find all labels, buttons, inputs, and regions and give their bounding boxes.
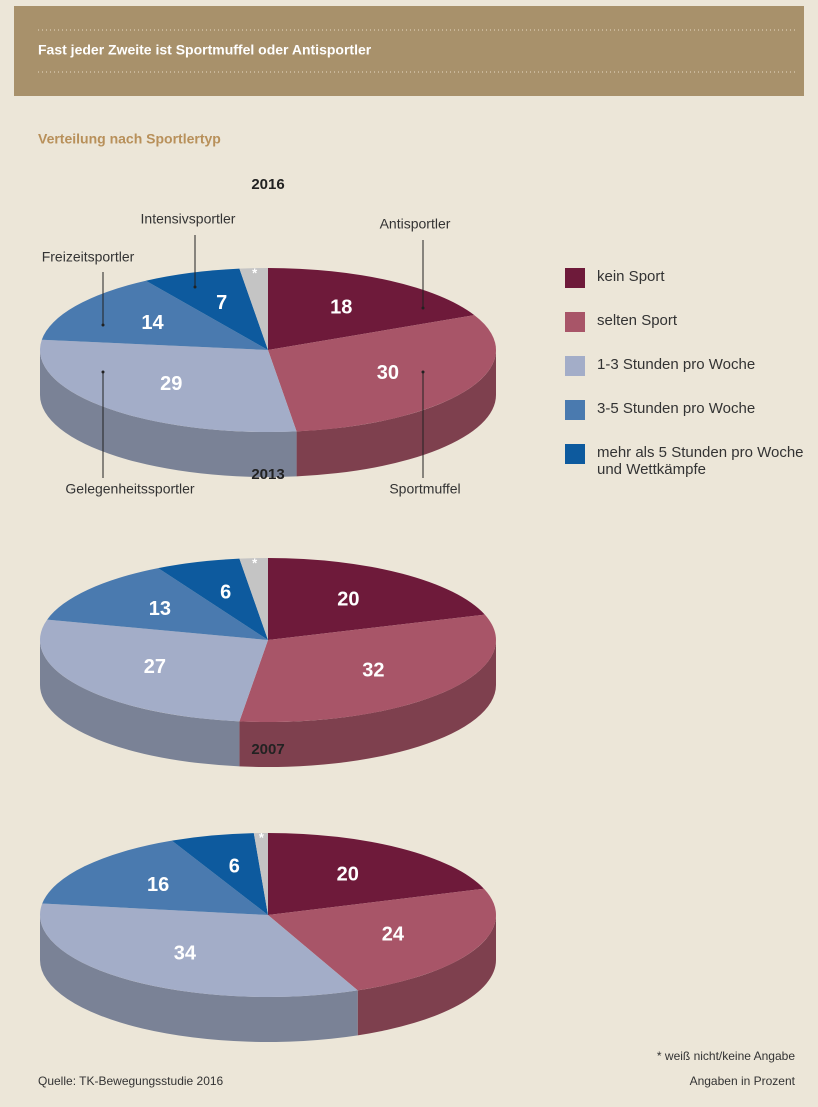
leader-dot [101, 370, 105, 374]
pie-slice [253, 833, 268, 915]
pie-side [40, 350, 297, 477]
value-label: * [252, 555, 258, 570]
value-label: 30 [377, 362, 399, 384]
pie-slice [39, 339, 297, 432]
pie-side [239, 640, 497, 767]
pie-slice [268, 268, 475, 350]
pie-title: 2007 [251, 741, 284, 758]
source: Quelle: TK-Bewegungsstudie 2016 [38, 1074, 224, 1088]
pie-slice [239, 614, 497, 722]
pie-slice [268, 833, 484, 915]
header-band [14, 6, 804, 96]
leader-dot [193, 285, 197, 289]
pie-slice [40, 903, 358, 997]
value-label: 20 [337, 588, 359, 610]
pie-title: 2016 [251, 176, 284, 193]
value-label: 13 [149, 598, 171, 620]
legend-item: mehr als 5 Stunden pro Woche und Wettkäm… [565, 444, 805, 478]
legend-item: kein Sport [565, 268, 805, 288]
value-label: 27 [144, 656, 166, 678]
legend-label: 3-5 Stunden pro Woche [597, 400, 756, 417]
legend-label: selten Sport [597, 312, 678, 329]
pie-slice [158, 558, 268, 640]
leader-dot [421, 370, 425, 374]
value-label: * [259, 830, 265, 845]
pie-slice [239, 558, 268, 640]
pie-slice [145, 268, 268, 350]
legend-item: 3-5 Stunden pro Woche [565, 400, 805, 420]
value-label: 20 [337, 863, 359, 885]
legend-item: 1-3 Stunden pro Woche [565, 356, 805, 376]
value-label: 24 [382, 923, 405, 945]
value-label: 32 [362, 660, 384, 682]
legend: kein Sport selten Sport 1-3 Stunden pro Wo… [565, 268, 805, 502]
pie-side [40, 640, 240, 767]
pie-side [357, 915, 496, 1036]
annotation: Intensivsportler [141, 211, 236, 227]
annotation: Gelegenheitssportler [65, 481, 195, 497]
value-label: 18 [330, 297, 352, 319]
subtitle: Verteilung nach Sportlertyp [38, 131, 221, 147]
pie-slice [239, 268, 268, 350]
header-title: Fast jeder Zweite ist Sportmuffel oder A… [38, 42, 372, 58]
annotation: Freizeitsportler [42, 249, 135, 265]
note: * weiß nicht/keine Angabe [657, 1049, 795, 1063]
pie-side [40, 915, 358, 1042]
legend-swatch [565, 356, 585, 376]
note: Angaben in Prozent [690, 1074, 796, 1088]
pie-slice [39, 619, 268, 722]
value-label: 29 [160, 373, 182, 395]
annotation: Sportmuffel [389, 481, 460, 497]
pie-slice [42, 840, 269, 915]
pie-slice [268, 558, 485, 640]
leader-dot [421, 306, 425, 310]
legend-label: mehr als 5 Stunden pro Woche und Wettkäm… [597, 444, 804, 478]
legend-swatch [565, 312, 585, 332]
value-label: 34 [174, 942, 197, 964]
legend-label: kein Sport [597, 268, 665, 285]
pie-title: 2013 [251, 466, 284, 483]
value-label: 16 [147, 874, 169, 896]
value-label: 6 [229, 856, 240, 878]
pie-side [296, 350, 496, 477]
value-label: * [252, 265, 258, 280]
pie-slice [268, 888, 497, 991]
legend-swatch [565, 268, 585, 288]
value-label: 7 [216, 292, 227, 314]
legend-swatch [565, 444, 585, 464]
value-label: 6 [220, 581, 231, 603]
legend-label: 1-3 Stunden pro Woche [597, 356, 756, 373]
legend-item: selten Sport [565, 312, 805, 332]
pie-slice [47, 568, 268, 640]
value-label: 14 [141, 312, 164, 334]
pie-slice [171, 833, 268, 915]
pie-slice [268, 315, 496, 432]
pie-slice [41, 280, 268, 350]
legend-swatch [565, 400, 585, 420]
annotation: Antisportler [380, 216, 451, 232]
leader-dot [101, 323, 105, 327]
